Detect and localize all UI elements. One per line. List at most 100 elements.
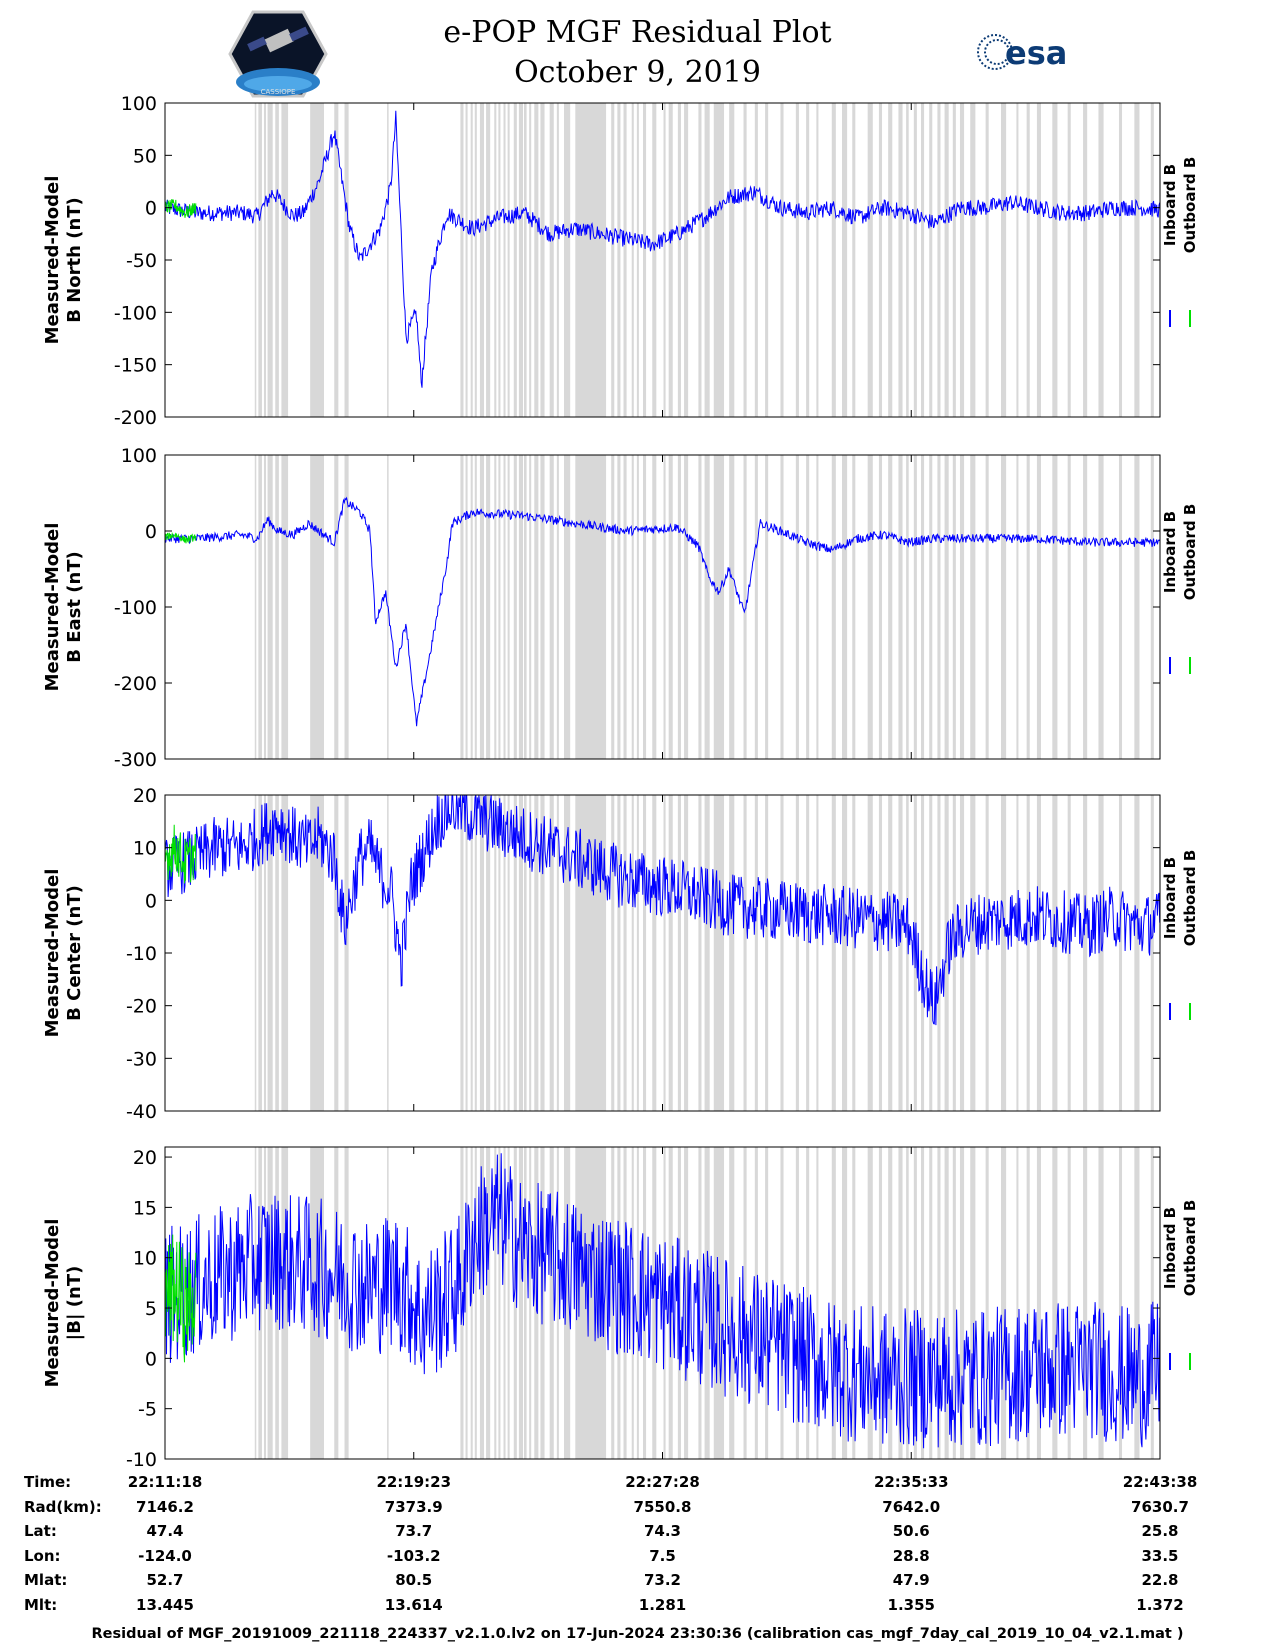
gap-band: [842, 103, 848, 417]
gap-band: [1150, 795, 1154, 1111]
gap-band: [575, 455, 607, 759]
gap-band: [852, 795, 856, 1111]
orbit-cell: 7642.0: [882, 1497, 941, 1516]
gap-band: [623, 455, 627, 759]
orbit-cell: 7.5: [649, 1546, 676, 1565]
orbit-cell: 80.5: [395, 1571, 433, 1589]
orbit-row-label: Lat:: [24, 1522, 57, 1540]
gap-band: [460, 795, 464, 1111]
gap-band: [1118, 795, 1123, 1111]
gap-band: [985, 103, 989, 417]
gap-band: [310, 455, 324, 759]
gap-band: [524, 795, 527, 1111]
gap-band: [503, 1147, 506, 1459]
gap-band: [959, 455, 965, 759]
gap-band: [334, 795, 339, 1111]
gap-band: [878, 455, 883, 759]
y-tick-label: -100: [114, 302, 157, 324]
gap-band: [643, 1147, 647, 1459]
gap-band: [1036, 1147, 1042, 1459]
y-tick-label: 20: [133, 785, 157, 807]
gap-band: [518, 103, 523, 417]
gap-band: [652, 455, 657, 759]
gap-band: [513, 103, 517, 417]
gap-band: [258, 455, 262, 759]
gap-band: [263, 103, 267, 417]
gap-band: [1118, 1147, 1123, 1459]
gap-band: [1026, 795, 1030, 1111]
gap-band: [1083, 455, 1088, 759]
gap-band: [556, 103, 559, 417]
gap-band: [344, 103, 349, 417]
y-tick-label: 10: [133, 1248, 157, 1270]
gap-band: [888, 455, 893, 759]
gap-band: [831, 103, 836, 417]
gap-band: [704, 455, 710, 759]
gap-band: [970, 795, 976, 1111]
gap-band: [729, 103, 735, 417]
y-tick-label: -200: [114, 673, 157, 695]
gap-band: [636, 455, 639, 759]
y-tick-label: -100: [114, 597, 157, 619]
gap-band: [743, 795, 747, 1111]
gap-band: [465, 1147, 468, 1459]
gap-band: [677, 795, 681, 1111]
gap-band: [1150, 103, 1154, 417]
gap-band: [617, 103, 621, 417]
gap-band: [524, 103, 527, 417]
gap-band: [713, 455, 725, 759]
gap-band: [698, 1147, 702, 1459]
gap-band: [1026, 1147, 1030, 1459]
gap-band: [806, 455, 810, 759]
gap-band: [470, 455, 473, 759]
gap-band: [765, 795, 769, 1111]
gap-band: [636, 1147, 639, 1459]
orbit-cell: 73.2: [643, 1571, 681, 1589]
gap-band: [617, 455, 621, 759]
gap-band: [713, 795, 725, 1111]
y-tick-label: -10: [126, 1449, 157, 1471]
orbit-cell: 22:35:33: [873, 1473, 949, 1491]
gap-band: [970, 103, 976, 417]
gap-band: [534, 103, 539, 417]
gap-band: [549, 795, 554, 1111]
gap-band: [1026, 103, 1030, 417]
orbit-cell: 1.372: [1136, 1595, 1184, 1614]
gap-band: [518, 455, 523, 759]
gap-band: [729, 795, 735, 1111]
inboard-series-line: [164, 110, 1161, 388]
gap-band: [1001, 1147, 1007, 1459]
gap-band: [944, 1147, 949, 1459]
footer-caption: Residual of MGF_20191009_221118_224337_v…: [91, 1626, 1184, 1642]
gap-band: [713, 103, 725, 417]
gap-band: [780, 455, 784, 759]
gap-band: [878, 795, 883, 1111]
gap-band: [486, 1147, 491, 1459]
orbit-cell: 22:43:38: [1122, 1473, 1198, 1491]
gap-band: [470, 103, 473, 417]
gap-band: [267, 103, 273, 417]
gap-band: [867, 1147, 873, 1459]
orbit-cell: 1.355: [887, 1595, 935, 1614]
gap-band: [1036, 103, 1042, 417]
gap-band: [611, 455, 615, 759]
legend-inboard-label: Inboard B: [1161, 1207, 1179, 1289]
gap-band: [465, 455, 468, 759]
gap-band: [503, 455, 506, 759]
orbit-cell: 22:19:23: [376, 1473, 452, 1491]
gap-band: [952, 103, 956, 417]
chart-date: October 9, 2019: [514, 55, 761, 90]
cassiope-logo: CASSIOPE: [228, 10, 328, 98]
gap-band: [1052, 455, 1058, 759]
orbit-cell: 13.445: [136, 1595, 194, 1614]
gap-band: [704, 795, 710, 1111]
esa-logo: esa: [977, 34, 1067, 72]
gap-band: [780, 1147, 784, 1459]
gap-band: [617, 795, 621, 1111]
gap-band: [1016, 455, 1019, 759]
y-axis-label: Measured-Model: [42, 176, 63, 345]
gap-band: [944, 455, 949, 759]
orbit-cell: 7373.9: [384, 1497, 443, 1516]
gap-band: [831, 1147, 836, 1459]
gap-band: [254, 455, 257, 759]
